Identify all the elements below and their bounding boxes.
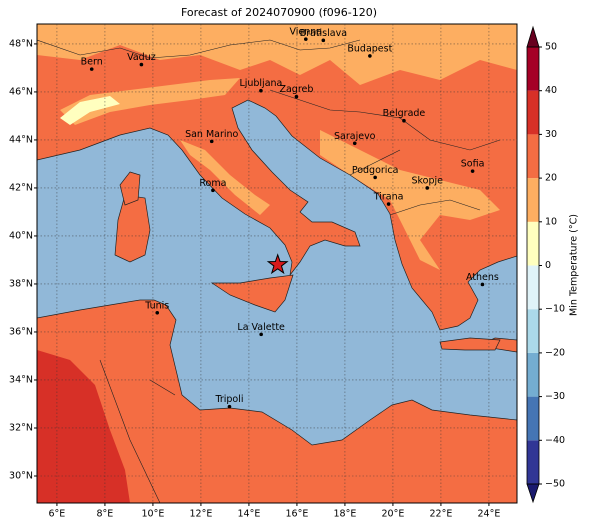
sea — [37, 99, 517, 446]
colorbar-tick-label: −30 — [545, 391, 565, 402]
city-dot — [227, 404, 232, 409]
city-label: Sarajevo — [334, 131, 376, 142]
colorbar-tick-label: −40 — [545, 435, 565, 446]
city-label: Tirana — [373, 192, 404, 203]
lon-tick-label: 8°E — [97, 509, 114, 520]
lon-tick-label: 24°E — [477, 509, 500, 520]
lat-tick-label: 46°N — [9, 86, 33, 97]
city-label: Ljubljana — [239, 78, 282, 89]
city-dot — [352, 141, 357, 146]
city-dot — [321, 38, 326, 43]
city-label: Tripoli — [214, 394, 243, 405]
city-label: Roma — [199, 178, 226, 189]
city-label: Sofia — [461, 159, 485, 170]
forecast-marker — [266, 253, 289, 275]
colorbar-tick-label: −50 — [545, 479, 565, 490]
lat-tick-label: 40°N — [9, 230, 33, 241]
sardinia — [114, 194, 151, 263]
lat-tick-label: 38°N — [9, 278, 33, 289]
lat-tick-label: 42°N — [9, 182, 33, 193]
lat-tick-label: 36°N — [9, 326, 33, 337]
city-dot — [368, 54, 372, 58]
city-label: San Marino — [185, 129, 238, 140]
colorbar-band — [527, 265, 539, 310]
colorbar-tick-label: 10 — [545, 216, 557, 227]
lat-tick-label: 44°N — [9, 134, 33, 145]
city-label: Tunis — [144, 300, 169, 311]
colorbar-band — [527, 90, 539, 135]
city-dot — [89, 67, 94, 71]
alps-cold — [60, 96, 120, 125]
lon-tick-label: 22°E — [429, 509, 452, 520]
crete — [439, 337, 501, 351]
colorbar-band — [527, 352, 539, 397]
city-dot — [259, 332, 263, 337]
city-label: La Valette — [237, 322, 285, 333]
layer: 6°E 8°E 10°E 12°E 14°E 16°E 18°E 20°E 22°E 24°E 30… — [9, 24, 565, 520]
balkans — [320, 130, 500, 270]
colorbar-extend-low — [526, 483, 540, 504]
colorbar-band — [527, 134, 539, 179]
colorbar-tick-label: 0 — [545, 260, 551, 271]
lon-tick-label: 6°E — [49, 509, 66, 520]
colorbar-tick-label: 40 — [545, 85, 557, 96]
city-label: Bratislava — [300, 28, 347, 39]
city-dot — [259, 88, 263, 93]
colorbar-band — [527, 221, 539, 266]
city-dot — [304, 37, 308, 41]
lon-tick-label: 10°E — [141, 509, 164, 520]
lon-tick-label: 16°E — [285, 509, 308, 520]
lat-tick-label: 34°N — [9, 374, 33, 385]
city-dot — [402, 118, 406, 123]
borders — [37, 39, 501, 503]
lon-tick-label: 18°E — [333, 509, 356, 520]
colorbar-band — [527, 47, 539, 91]
hot-land — [37, 350, 130, 503]
colorbar-band — [527, 178, 539, 222]
city-label: Zagreb — [279, 84, 313, 95]
city-dot — [209, 139, 214, 144]
city-label: Vienna — [289, 27, 322, 38]
colorbar-tick-label: 30 — [545, 129, 557, 140]
lat-tick-label: 30°N — [9, 470, 33, 481]
city-dot — [139, 62, 144, 67]
colorbar-tick-label: 20 — [545, 173, 557, 184]
warm-land — [37, 24, 517, 85]
colorbar-tick-label: −20 — [545, 347, 565, 358]
city-label: Skopje — [411, 175, 443, 186]
colorbar-label: Min Temperature (°C) — [569, 214, 580, 316]
alps — [60, 78, 240, 125]
city-dot — [155, 310, 160, 315]
lon-tick-label: 12°E — [189, 509, 212, 520]
city-label: Belgrade — [383, 108, 426, 119]
apennines — [180, 140, 270, 215]
title: Forecast of 2024070900 (f096-120) — [181, 6, 377, 19]
map-frame — [36, 23, 518, 504]
colorbar-tick-label: −10 — [545, 304, 565, 315]
corsica — [119, 171, 141, 206]
city-label: Athens — [466, 272, 499, 283]
city-dot — [480, 282, 485, 287]
city-dot — [211, 188, 215, 193]
lat-tick-label: 32°N — [9, 422, 33, 433]
city-dot — [373, 175, 377, 180]
city-dot — [470, 169, 475, 173]
city-label: Podgorica — [352, 165, 399, 176]
colorbar-tick-label: 50 — [545, 42, 557, 53]
city-dot — [425, 186, 430, 190]
city-dot — [386, 202, 391, 206]
city-label: Vaduz — [127, 52, 156, 63]
lat-tick-label: 48°N — [9, 38, 33, 49]
map-body — [37, 24, 517, 503]
colorbar-band — [527, 396, 539, 441]
lon-tick-label: 14°E — [237, 509, 260, 520]
colorbar-extend-high — [526, 25, 540, 48]
city-label: Bern — [81, 57, 103, 68]
city-dot — [294, 94, 299, 99]
lon-tick-label: 20°E — [381, 509, 404, 520]
colorbar-band — [527, 440, 539, 484]
city-label: Budapest — [347, 43, 392, 54]
colorbar-band — [527, 309, 539, 353]
